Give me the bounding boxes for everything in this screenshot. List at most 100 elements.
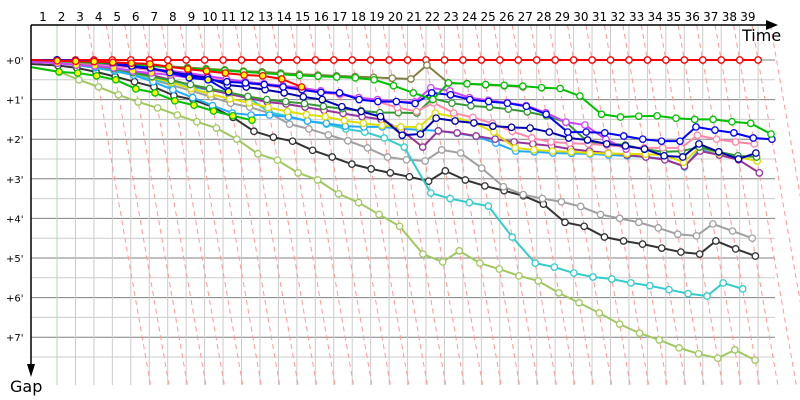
data-point xyxy=(500,81,509,90)
series-2 xyxy=(30,66,759,365)
data-point xyxy=(518,82,527,90)
data-point xyxy=(111,75,120,84)
data-point xyxy=(673,230,682,239)
data-point xyxy=(713,354,722,363)
data-point xyxy=(348,160,356,168)
data-point xyxy=(472,132,480,140)
data-point xyxy=(324,130,333,139)
data-point xyxy=(495,265,504,273)
data-point xyxy=(90,57,99,66)
lap-crossing-line xyxy=(567,24,631,386)
data-point xyxy=(297,83,306,91)
data-point xyxy=(748,234,757,243)
data-point xyxy=(695,250,704,258)
x-tick-label: 36 xyxy=(685,10,700,24)
data-point xyxy=(402,155,411,164)
data-point xyxy=(634,112,643,121)
data-point xyxy=(545,128,554,136)
data-point xyxy=(567,148,576,156)
data-point xyxy=(328,153,337,161)
data-point xyxy=(767,130,775,138)
data-point xyxy=(392,97,401,106)
x-tick-label: 38 xyxy=(722,10,737,24)
data-point xyxy=(714,148,723,156)
data-point xyxy=(385,56,393,64)
data-point xyxy=(188,93,197,102)
data-point xyxy=(202,67,211,75)
data-point xyxy=(334,189,343,198)
data-point xyxy=(746,119,755,128)
data-point xyxy=(526,124,534,132)
data-point xyxy=(274,56,283,64)
data-point xyxy=(694,349,703,358)
data-point xyxy=(363,144,372,152)
data-point xyxy=(212,124,221,132)
data-point xyxy=(366,56,375,64)
data-point xyxy=(477,56,486,64)
data-point xyxy=(405,172,414,181)
data-point xyxy=(514,56,523,64)
lap-crossing-line xyxy=(769,24,800,198)
lap-crossing-line xyxy=(105,24,170,386)
data-point xyxy=(627,279,635,287)
data-point xyxy=(619,237,628,245)
data-point xyxy=(547,138,555,146)
data-point xyxy=(678,153,687,161)
data-point xyxy=(71,57,80,66)
data-point xyxy=(398,131,407,140)
data-point xyxy=(615,214,624,223)
data-point xyxy=(163,56,172,64)
data-point xyxy=(754,56,762,64)
data-point xyxy=(200,56,209,64)
data-point xyxy=(437,146,446,154)
data-point xyxy=(440,56,449,64)
data-point xyxy=(151,89,159,97)
data-point xyxy=(709,115,717,124)
data-point xyxy=(640,145,649,153)
data-point xyxy=(508,233,517,241)
x-tick-label: 22 xyxy=(425,10,440,24)
x-tick-label: 15 xyxy=(295,10,310,24)
data-point xyxy=(332,73,341,81)
x-tick-label: 23 xyxy=(443,10,458,24)
x-tick-label: 1 xyxy=(39,10,47,24)
data-point xyxy=(243,92,252,101)
data-point xyxy=(475,259,484,267)
x-tick-label: 20 xyxy=(388,10,403,24)
data-point xyxy=(281,97,290,106)
data-point xyxy=(751,252,760,260)
axes: Time Gap xyxy=(10,20,781,396)
data-point xyxy=(250,127,258,136)
data-point xyxy=(153,104,162,112)
data-point xyxy=(319,102,328,111)
data-point xyxy=(314,72,322,81)
data-point xyxy=(461,176,470,184)
data-point xyxy=(595,309,604,317)
data-point xyxy=(484,97,493,106)
lap-crossing-line xyxy=(308,24,373,386)
x-tick-label: 10 xyxy=(202,10,217,24)
gap-axis-arrow-icon xyxy=(27,364,35,377)
data-point xyxy=(127,59,136,68)
lap-crossing-line xyxy=(253,24,318,386)
lap-crossing-line xyxy=(622,24,687,386)
series-8 xyxy=(30,58,762,167)
data-point xyxy=(193,117,201,126)
series-15 xyxy=(30,66,256,125)
data-point xyxy=(557,197,566,206)
x-tick-label: 4 xyxy=(95,10,103,24)
data-point xyxy=(376,112,385,121)
data-point xyxy=(698,56,707,64)
x-tick-label: 14 xyxy=(277,10,292,24)
data-point xyxy=(205,84,214,93)
lap-crossing-line xyxy=(382,24,447,386)
data-point xyxy=(359,119,368,128)
data-point xyxy=(265,111,274,119)
data-point xyxy=(635,329,644,338)
data-point xyxy=(731,245,740,253)
data-point xyxy=(185,73,194,82)
x-tick-label: 33 xyxy=(629,10,644,24)
data-point xyxy=(415,123,424,131)
data-point xyxy=(731,138,740,146)
